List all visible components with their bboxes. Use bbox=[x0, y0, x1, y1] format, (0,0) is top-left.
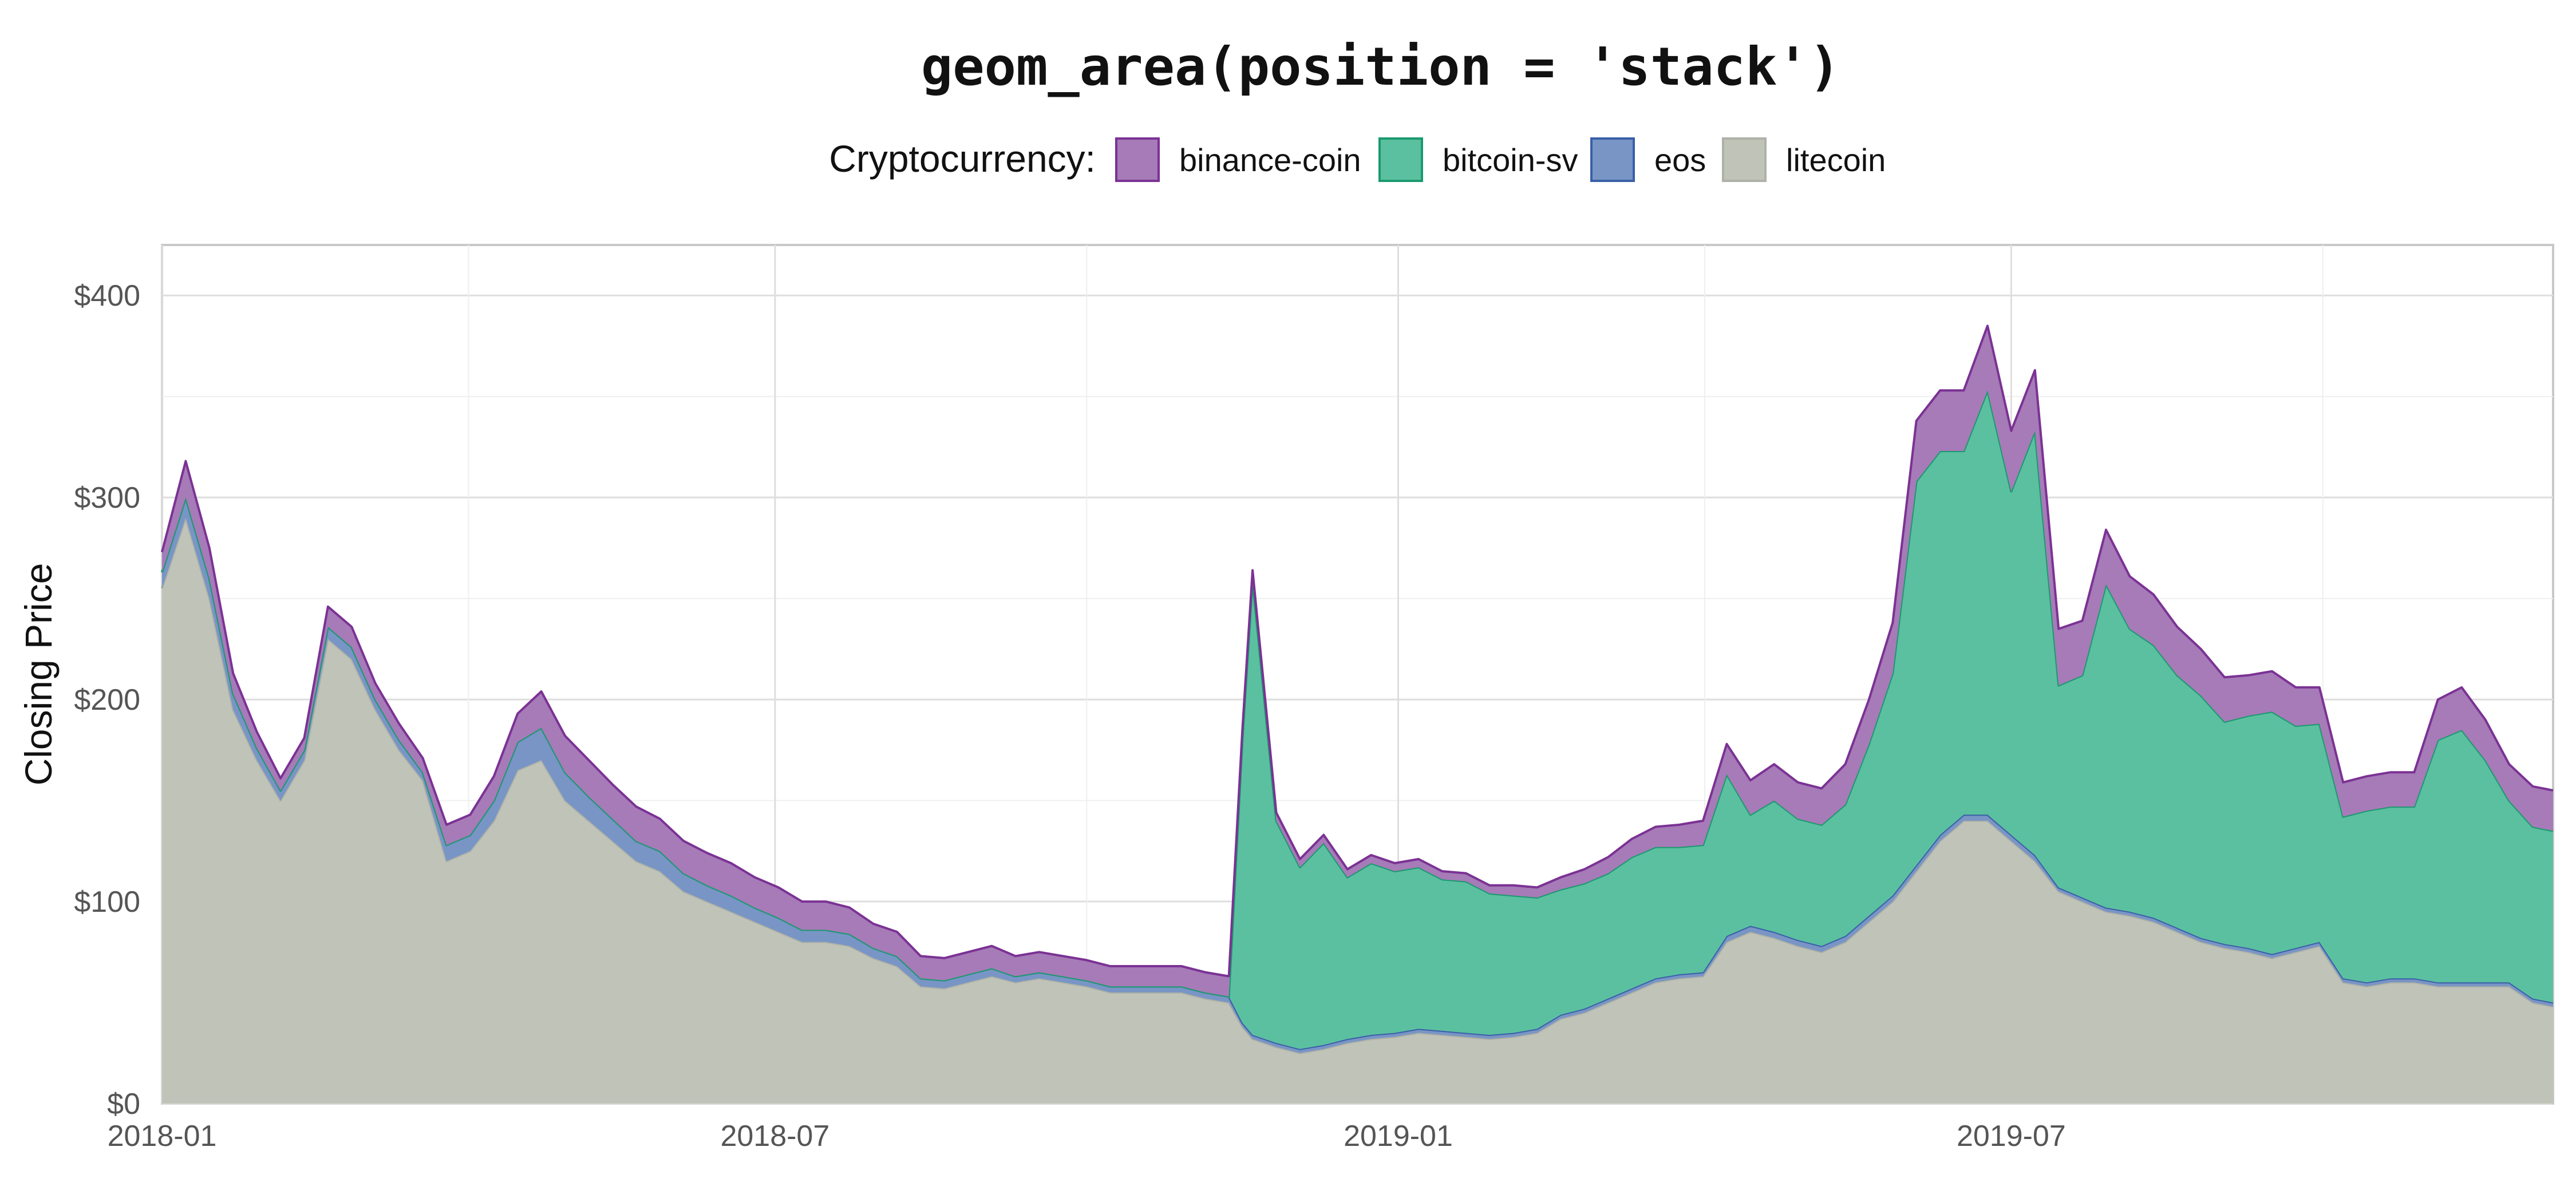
x-axis-ticks: 2018-01 2018-07 2019-01 2019-07 bbox=[108, 1120, 2066, 1153]
area-binance-coin bbox=[162, 326, 2553, 997]
legend: binance-coin bitcoin-sv eos litecoin bbox=[1115, 137, 1886, 182]
legend-label-binance-coin: binance-coin bbox=[1179, 142, 1361, 178]
area-eos bbox=[162, 497, 2553, 1053]
y-tick-label: $300 bbox=[74, 481, 140, 515]
legend-label-eos: eos bbox=[1654, 142, 1706, 178]
x-tick-label: 2019-01 bbox=[1344, 1120, 1453, 1153]
y-axis-title: Closing Price bbox=[17, 563, 60, 786]
x-tick-label: 2018-01 bbox=[108, 1120, 217, 1153]
y-tick-label: $100 bbox=[74, 885, 140, 919]
y-axis-ticks: $0 $100 $200 $300 $400 bbox=[74, 279, 140, 1121]
legend-swatch-eos bbox=[1590, 137, 1635, 182]
x-tick-label: 2019-07 bbox=[1957, 1120, 2066, 1153]
legend-swatch-litecoin bbox=[1722, 137, 1767, 182]
legend-swatch-binance-coin bbox=[1115, 137, 1160, 182]
legend-title: Cryptocurrency: bbox=[829, 137, 1096, 180]
x-tick-label: 2018-07 bbox=[720, 1120, 829, 1153]
area-series bbox=[161, 325, 2554, 1104]
area-bitcoin-sv bbox=[162, 390, 2553, 1049]
legend-label-litecoin: litecoin bbox=[1786, 142, 1886, 178]
area-litecoin bbox=[162, 517, 2553, 1104]
legend-swatch-bitcoin-sv bbox=[1378, 137, 1423, 182]
legend-label-bitcoin-sv: bitcoin-sv bbox=[1443, 142, 1578, 178]
y-tick-label: $200 bbox=[74, 683, 140, 717]
area-line-binance-coin bbox=[161, 325, 2554, 978]
y-tick-label: $0 bbox=[107, 1088, 140, 1121]
y-tick-label: $400 bbox=[74, 279, 140, 313]
chart-title: geom_area(position = 'stack') bbox=[921, 36, 1840, 97]
